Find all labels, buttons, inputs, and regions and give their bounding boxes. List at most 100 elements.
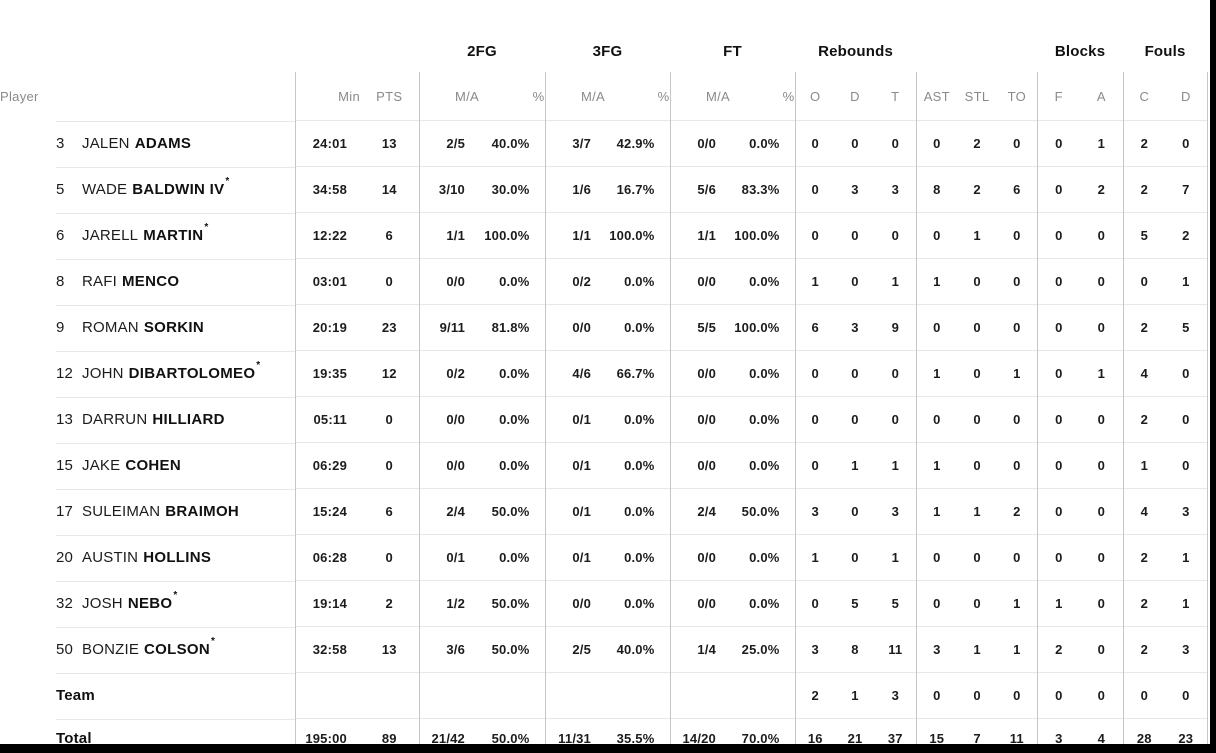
total-label: Total (56, 729, 92, 744)
player-number: 9 (56, 319, 65, 336)
cell-block-f: 0 (1036, 304, 1081, 351)
cell-foul-d: 1 (1165, 258, 1208, 305)
cell-reb-t: 1 (875, 534, 917, 581)
cell-2fg-ma: 0/0 (418, 396, 479, 443)
cell-reb-d: 21 (835, 718, 876, 744)
cell-ft-pct: 50.0% (730, 488, 796, 535)
cell-ast: 0 (915, 534, 958, 581)
cell-reb-d: 0 (835, 212, 876, 259)
cell-ft-ma: 1/4 (669, 626, 730, 673)
cell-to: 1 (997, 580, 1038, 627)
cell-3fg-ma: 11/31 (544, 718, 605, 744)
cell-foul-d: 0 (1165, 396, 1208, 443)
col-header-3fg-ma: M/A (544, 72, 605, 121)
cell-min (294, 672, 360, 719)
cell-stl: 0 (957, 350, 998, 397)
cell-foul-d: 1 (1165, 534, 1208, 581)
cell-block-a: 0 (1080, 304, 1124, 351)
cell-reb-d: 1 (835, 672, 876, 719)
cell-ft-pct: 0.0% (730, 442, 796, 489)
player-identity: 5 WADE BALDWIN IV* (0, 177, 295, 199)
cell-2fg-ma: 3/6 (418, 626, 479, 673)
cell-to: 0 (997, 212, 1038, 259)
cell-reb-d: 5 (835, 580, 876, 627)
player-row: 50 BONZIE COLSON* 32:58 13 3/6 50.0% 2/5 40.0% 1/… (0, 626, 1208, 673)
cell-ast: 1 (915, 350, 958, 397)
cell-foul-d: 0 (1165, 350, 1208, 397)
cell-min: 34:58 (294, 166, 360, 213)
cell-3fg-pct: 0.0% (605, 534, 670, 581)
player-row: 9 ROMAN SORKIN 20:19 23 9/11 81.8% 0/0 0.0% 5/5 10… (0, 304, 1208, 351)
cell-reb-o: 1 (794, 258, 836, 305)
cell-ft-ma: 1/1 (669, 212, 730, 259)
cell-3fg-ma (544, 672, 605, 719)
cell-ast: 0 (915, 212, 958, 259)
cell-to: 1 (997, 350, 1038, 397)
starter-asterisk: * (225, 176, 230, 187)
player-last-name: DIBARTOLOMEO* (128, 360, 261, 383)
cell-min: 19:35 (294, 350, 360, 397)
player-first-name: SULEIMAN (82, 503, 161, 520)
player-row: 20 AUSTIN HOLLINS 06:28 0 0/1 0.0% 0/1 0.0% 0/0 0.… (0, 534, 1208, 581)
col-header-ft-pct: % (782, 88, 795, 104)
cell-block-f: 0 (1036, 350, 1081, 397)
cell-reb-d: 0 (835, 350, 876, 397)
cell-ft-pct: 70.0% (730, 718, 796, 744)
cell-2fg-ma: 2/5 (418, 120, 479, 167)
cell-2fg-pct (479, 672, 545, 719)
player-identity: 3 JALEN ADAMS (0, 135, 295, 152)
cell-reb-d: 0 (835, 120, 876, 167)
cell-reb-o: 0 (794, 212, 836, 259)
player-last-name: HILLIARD (152, 411, 225, 428)
cell-reb-t: 0 (875, 396, 917, 443)
cell-reb-o: 0 (794, 442, 836, 489)
group-header-ft: FT (723, 42, 742, 60)
cell-reb-o: 1 (794, 534, 836, 581)
cell-min: 32:58 (294, 626, 360, 673)
player-identity: 50 BONZIE COLSON* (0, 637, 295, 659)
cell-stl: 2 (957, 166, 998, 213)
player-identity: 13 DARRUN HILLIARD (0, 411, 295, 428)
player-first-name: JOSH (82, 595, 123, 612)
cell-stl: 0 (957, 580, 998, 627)
cell-block-f: 3 (1036, 718, 1081, 744)
cell-2fg-ma: 21/42 (418, 718, 479, 744)
cell-3fg-ma: 2/5 (544, 626, 605, 673)
cell-min: 06:29 (294, 442, 360, 489)
player-number: 6 (56, 227, 65, 244)
cell-ft-ma: 0/0 (669, 350, 730, 397)
player-name-cell: 32 JOSH NEBO* (0, 580, 295, 627)
cell-foul-d: 23 (1165, 718, 1208, 744)
team-label-cell: Team (0, 672, 295, 719)
cell-ft-pct (730, 672, 796, 719)
player-last-name: ADAMS (134, 135, 192, 152)
cell-3fg-pct: 0.0% (605, 258, 670, 305)
player-first-name: JALEN (82, 135, 130, 152)
cell-to: 11 (997, 718, 1038, 744)
cell-2fg-ma: 1/2 (418, 580, 479, 627)
cell-2fg-ma: 0/0 (418, 258, 479, 305)
col-header-stl: STL (964, 88, 990, 104)
player-first-name: ROMAN (82, 319, 139, 336)
cell-stl: 0 (957, 534, 998, 581)
cell-pts: 12 (360, 350, 419, 397)
cell-2fg-pct: 50.0% (479, 718, 545, 744)
box-score-table: 2FG 3FG FT Rebounds Blocks Fouls Player … (0, 30, 1208, 744)
cell-min: 15:24 (294, 488, 360, 535)
cell-foul-c: 2 (1122, 626, 1166, 673)
cell-block-a: 0 (1080, 580, 1124, 627)
cell-reb-d: 0 (835, 534, 876, 581)
cell-ast: 1 (915, 442, 958, 489)
cell-reb-t: 37 (875, 718, 917, 744)
player-last-name: COHEN (125, 457, 181, 474)
cell-3fg-pct: 16.7% (605, 166, 670, 213)
cell-ft-ma: 5/6 (669, 166, 730, 213)
cell-block-f: 0 (1036, 534, 1081, 581)
player-last-name: NEBO* (127, 590, 178, 613)
cell-ast: 1 (915, 258, 958, 305)
player-name-cell: 8 RAFI MENCO (0, 258, 295, 305)
player-last-name: MENCO (121, 273, 180, 290)
cell-3fg-pct: 0.0% (605, 396, 670, 443)
group-header-spacer (0, 30, 295, 72)
cell-foul-c: 0 (1122, 672, 1166, 719)
